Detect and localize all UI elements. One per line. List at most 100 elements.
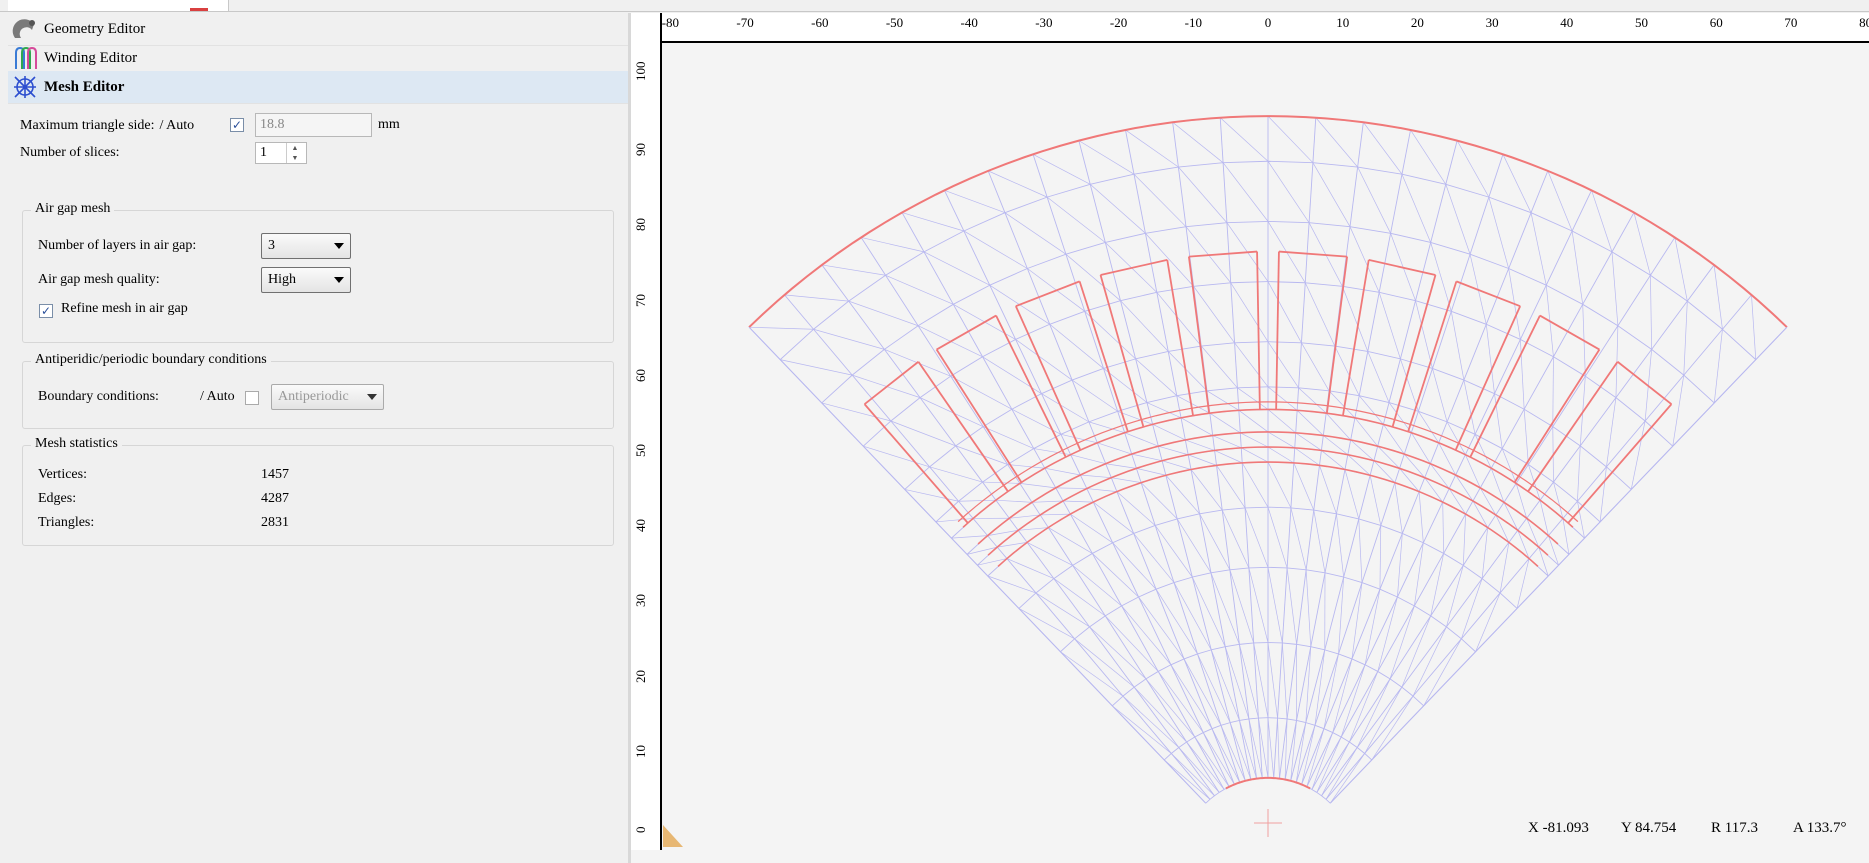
mesh-edge [1124,432,1133,455]
slices-stepper[interactable]: 1 ▲ ▼ [255,142,307,164]
mesh-edge [1562,500,1578,519]
mesh-edge [1225,643,1240,648]
boundary-arc [1225,776,1311,790]
mesh-edge [1443,553,1464,566]
mesh-edge [1275,251,1280,410]
mesh-edge [1185,222,1227,228]
mesh-edge [1463,324,1487,381]
mesh-edge [1135,468,1142,483]
mesh-edge [1501,408,1525,449]
mesh-edge [1377,596,1398,672]
mesh-edge [1577,501,1585,539]
mesh-edge [1245,506,1269,509]
mesh-edge [1321,795,1327,800]
mesh-edge [997,542,1028,548]
mesh-edge [1194,736,1230,787]
mesh-edge [1122,686,1135,697]
mesh-edge [1528,426,1554,465]
mesh-edge [1313,509,1337,515]
mesh-edge [1117,402,1148,412]
mesh-edge [987,170,1006,213]
mesh-edge [1479,467,1492,489]
mesh-edge [1172,122,1179,168]
mesh-edge [1138,596,1185,660]
mesh-edge [1454,305,1521,451]
mesh-edge [1267,446,1294,464]
mesh-edge [1418,491,1424,543]
mesh-edge [1455,474,1474,502]
boundary-auto-checkbox[interactable] [245,391,259,405]
mesh-edge [1180,417,1213,436]
mesh-edge [1122,695,1172,754]
mesh-edge [1112,533,1134,544]
mesh-edge [1316,741,1350,793]
mesh-edge [1173,576,1193,584]
mesh-edge [1474,433,1503,449]
mesh-edge [1606,397,1617,467]
mesh-edge [1267,386,1298,411]
mesh-edge [1400,358,1433,369]
mesh-edge [1469,315,1541,458]
mesh-edge [1230,282,1236,343]
mesh-edge [784,294,814,330]
max-triangle-auto-checkbox[interactable]: ✓ [230,118,244,132]
mesh-edge [1361,582,1381,590]
layers-select[interactable]: 3 [261,233,351,259]
mesh-edge [1328,390,1356,419]
mesh-edge [1133,533,1175,583]
mesh-edge [1430,184,1447,243]
mesh-edge [1168,345,1202,352]
mesh-edge [1041,393,1090,423]
mesh-edge [1579,397,1617,447]
mesh-edge [1342,285,1380,293]
quality-select[interactable]: High [261,267,351,293]
mesh-edge [1152,424,1159,447]
nav-geometry-editor[interactable]: Geometry Editor [8,13,630,46]
mesh-edge [784,294,849,302]
mesh-edge [982,356,1013,410]
mesh-edge [1192,576,1226,647]
mesh-edge [1325,256,1349,414]
mesh-edge [1501,448,1529,465]
mesh-edge [1336,513,1345,578]
mesh-edge [1582,303,1619,327]
mesh-edge [1722,294,1752,330]
triangles-label: Triangles: [38,515,95,530]
mesh-edge [1295,722,1307,783]
set-square-icon[interactable] [663,825,683,847]
document-tab[interactable] [8,0,229,11]
mesh-edge [1562,518,1570,555]
max-triangle-input[interactable]: 18.8 [255,113,372,137]
stepper-arrows[interactable]: ▲ ▼ [286,143,303,163]
mesh-edge [1520,339,1525,410]
mesh-edge [1040,513,1071,516]
mesh-edge [1216,465,1223,511]
splitter[interactable] [628,13,631,863]
mesh-edge [1049,324,1104,369]
mesh-edge [1032,500,1064,503]
nav-mesh-editor[interactable]: Mesh Editor [8,71,630,104]
refine-checkbox[interactable]: ✓ [39,304,53,318]
mesh-edge [1517,530,1530,559]
mesh-edge [1364,589,1381,665]
mesh-edge [1571,230,1613,253]
mesh-edge [1203,728,1213,733]
mesh-edge [1523,408,1554,428]
mesh-edge [1329,326,1788,804]
max-triangle-row: Maximum triangle side: / Auto [20,114,194,138]
mesh-viewport[interactable] [631,13,1869,863]
mesh-edge [1158,445,1189,456]
mesh-edge [1503,502,1519,531]
mesh-edge [813,300,849,330]
ruler-x-tick: 70 [1784,15,1798,30]
mesh-edge [1367,351,1390,403]
mesh-edge [1090,173,1135,185]
mesh-edge [1399,300,1416,359]
mesh-edge [1397,533,1403,598]
mesh-edge [1027,253,1067,269]
mesh-edge [1455,454,1466,476]
boundary-select[interactable]: Antiperiodic [271,384,384,410]
quality-label: Air gap mesh quality: [38,272,160,287]
mesh-edge [1371,695,1414,761]
mesh-edge [1356,747,1365,754]
